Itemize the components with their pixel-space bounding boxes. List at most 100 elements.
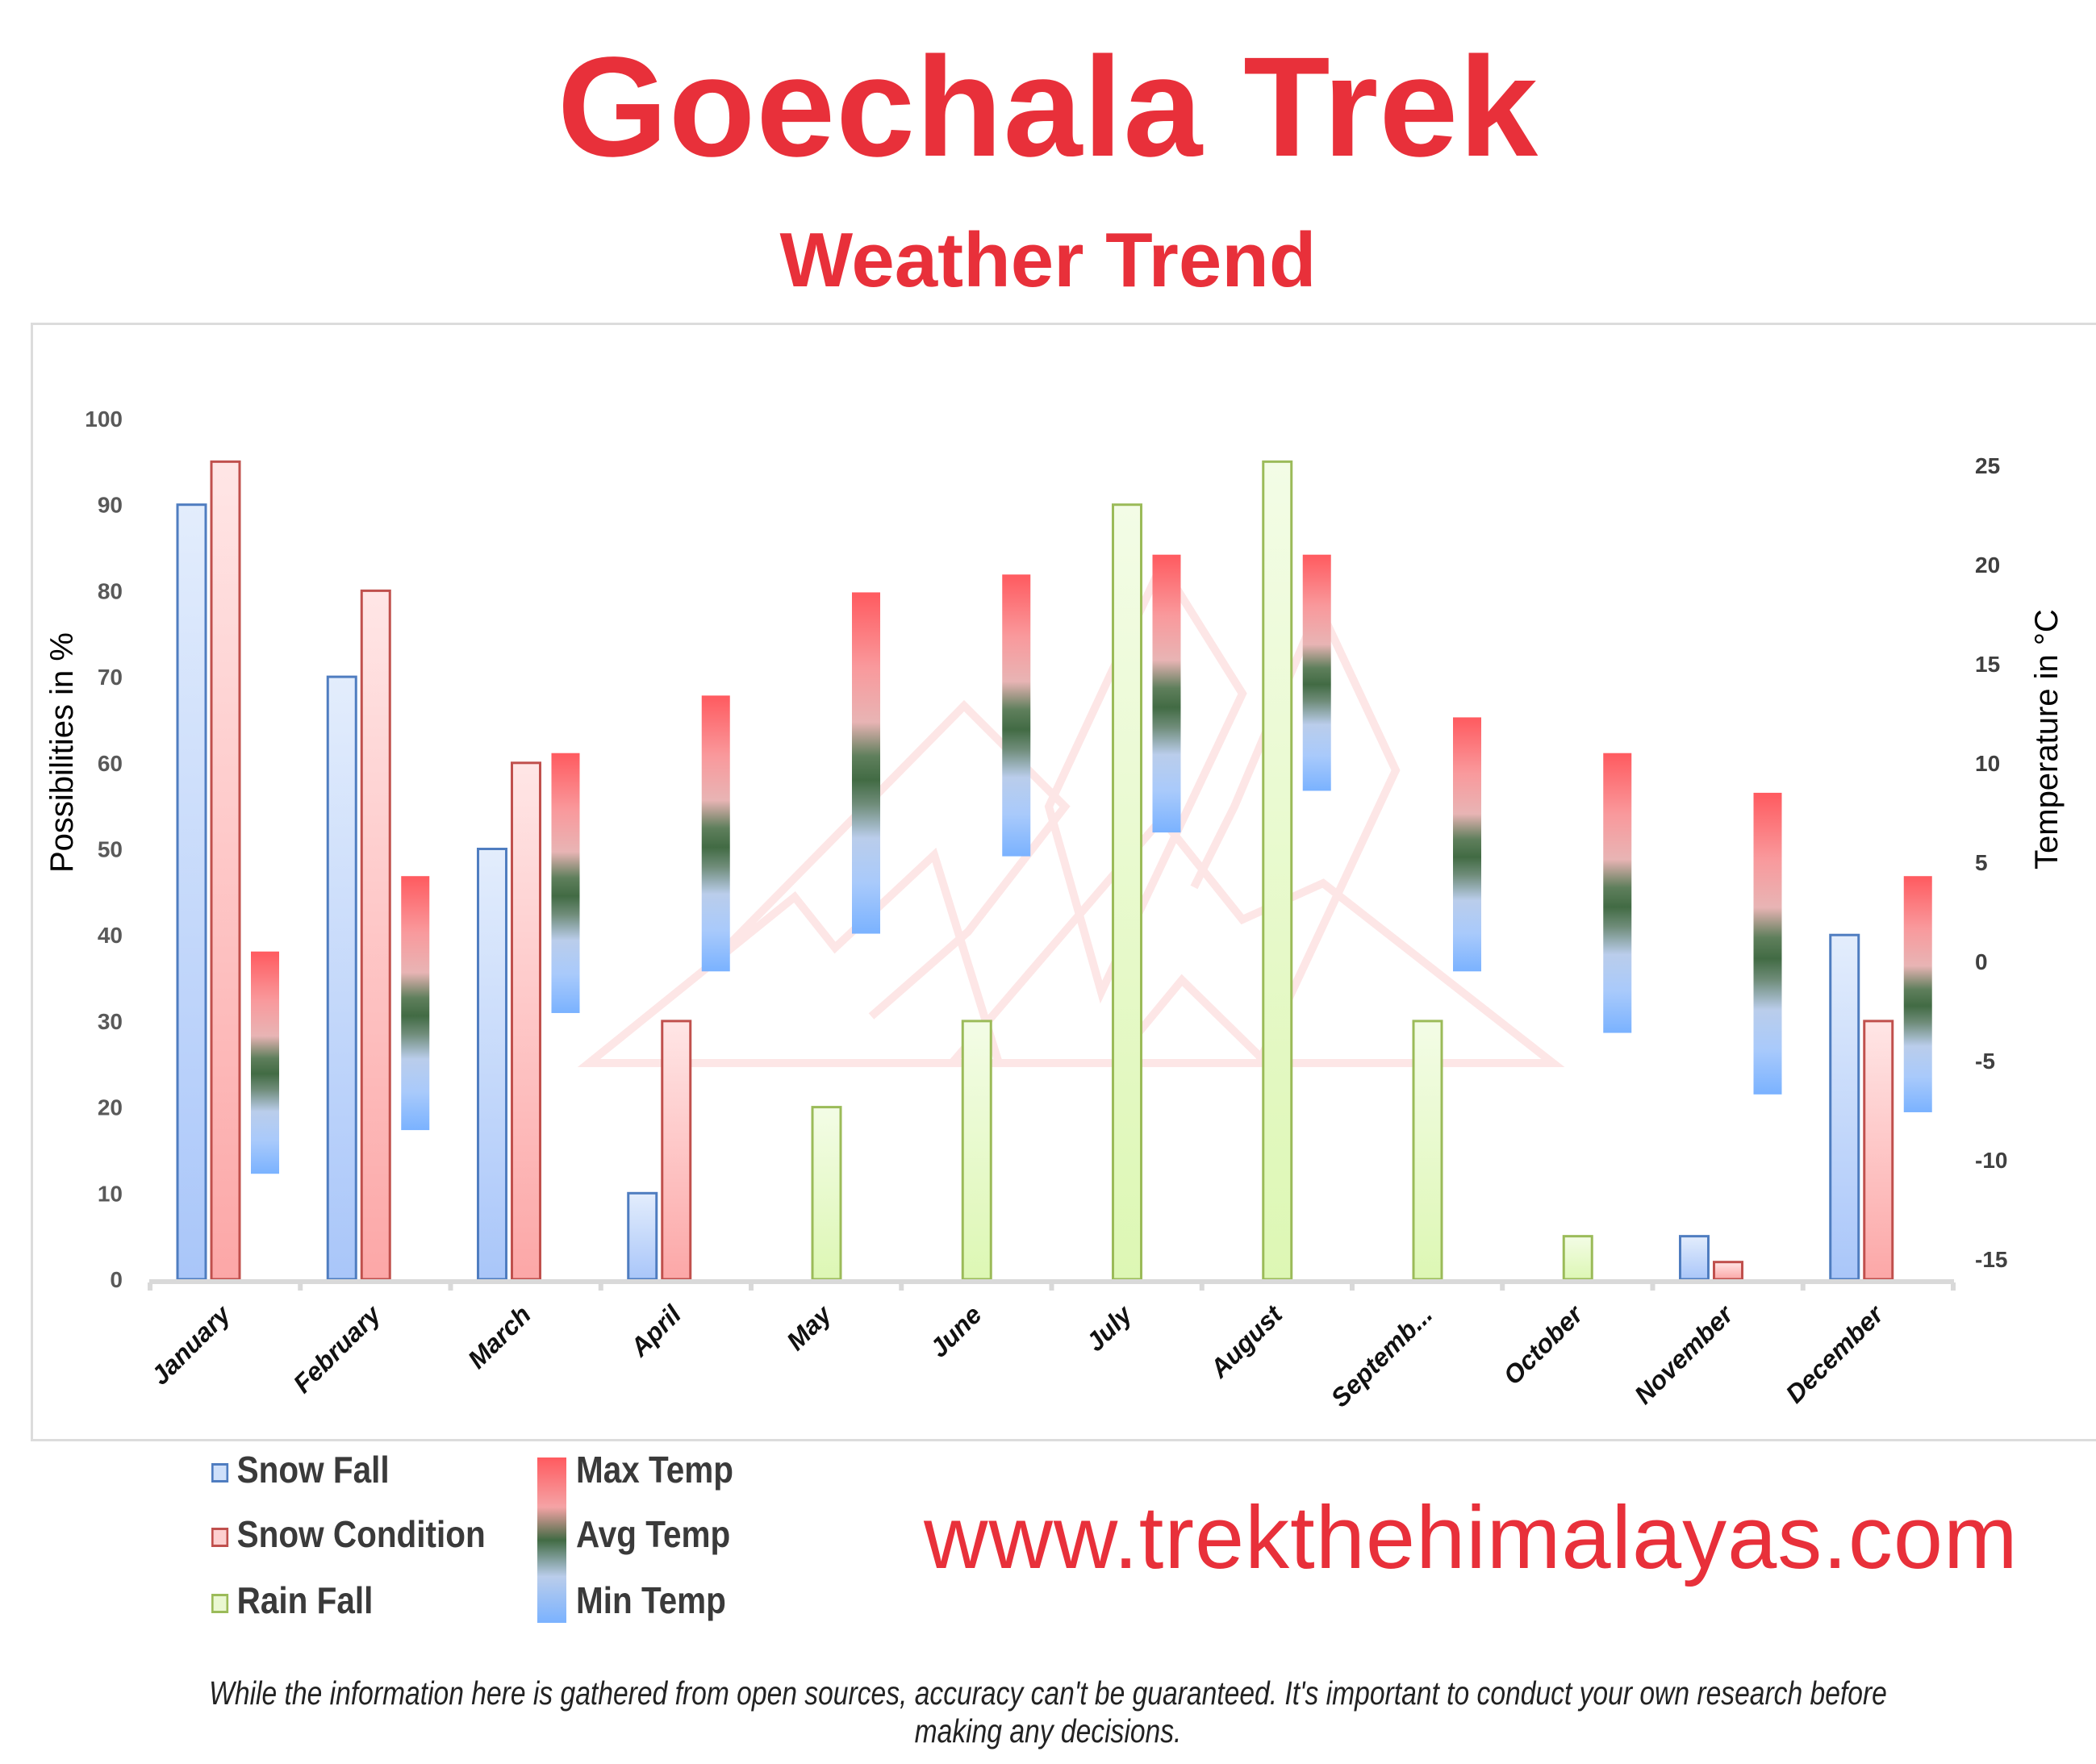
rain-fall-bar xyxy=(1562,1235,1593,1281)
bar-series xyxy=(176,460,1932,1281)
legend-label: Rain Fall xyxy=(236,1579,374,1621)
temperature-range-bar xyxy=(551,753,580,1013)
y-tick-label: 40 xyxy=(98,923,123,948)
mountain-watermark-icon xyxy=(577,556,1565,1067)
x-tick-label: April xyxy=(624,1299,687,1362)
rain-fall-bar xyxy=(811,1106,842,1281)
temperature-range-bar xyxy=(1603,753,1632,1033)
x-axis-tick xyxy=(448,1282,453,1291)
y-tick-label: 0 xyxy=(110,1267,123,1292)
rain-fall-bar xyxy=(1262,460,1293,1281)
temperature-range-bar xyxy=(1302,554,1331,791)
month-group-5 xyxy=(961,574,1031,1281)
temperature-range-bar xyxy=(1903,876,1932,1112)
snow-condition-bar xyxy=(661,1020,692,1281)
y-tick-label: 50 xyxy=(98,837,123,862)
month-group-1 xyxy=(326,589,430,1281)
legend-item-snow-fall: Snow Fall xyxy=(211,1448,390,1491)
y-tick-label: 60 xyxy=(98,751,123,776)
y-tick-label: 90 xyxy=(98,493,123,518)
y2-axis-title: Temperature in °C xyxy=(2029,609,2065,869)
x-axis-tick xyxy=(1199,1282,1205,1291)
temperature-range-bar xyxy=(1753,792,1782,1095)
snow-fall-bar xyxy=(1829,933,1860,1281)
y-tick-label: 10 xyxy=(98,1181,123,1206)
snow-fall-bar xyxy=(326,675,357,1281)
month-group-6 xyxy=(1112,503,1181,1281)
x-axis-tick xyxy=(899,1282,904,1291)
temperature-range-bar xyxy=(852,592,880,934)
legend-item-avg-temp: Avg Temp xyxy=(576,1513,731,1555)
x-tick-label: Septemb... xyxy=(1326,1299,1438,1412)
legend-item-rain-fall: Rain Fall xyxy=(211,1578,373,1622)
y2-tick-label: 15 xyxy=(1975,652,2000,677)
month-group-2 xyxy=(477,753,580,1281)
snow-condition-swatch-icon xyxy=(211,1527,229,1547)
page-title: Goechala Trek xyxy=(557,28,1539,186)
x-axis-tick xyxy=(1951,1282,1956,1291)
rain-fall-swatch-icon xyxy=(211,1593,229,1613)
website-url: www.trekthehimalayas.com xyxy=(924,1488,2019,1587)
y2-tick-label: -10 xyxy=(1975,1148,2007,1173)
month-group-0 xyxy=(176,460,279,1281)
x-axis-tick xyxy=(298,1282,303,1291)
y2-tick-label: 5 xyxy=(1975,850,1988,875)
x-tick-label: May xyxy=(781,1299,838,1356)
y-tick-label: 100 xyxy=(85,407,123,432)
month-group-7 xyxy=(1262,460,1331,1281)
month-group-3 xyxy=(627,695,730,1281)
legend-item-min-temp: Min Temp xyxy=(576,1579,726,1621)
x-axis-tick xyxy=(598,1282,603,1291)
x-tick-label: July xyxy=(1080,1299,1138,1357)
snow-condition-bar xyxy=(360,589,391,1281)
y2-tick-label: -5 xyxy=(1975,1049,1995,1074)
snow-condition-bar xyxy=(210,460,241,1281)
x-axis-tick xyxy=(148,1282,152,1291)
legend-label: Snow Condition xyxy=(236,1513,486,1555)
x-tick-label: August xyxy=(1204,1299,1288,1384)
x-tick-label: November xyxy=(1629,1299,1739,1409)
y2-tick-label: 20 xyxy=(1975,553,2000,578)
month-group-9 xyxy=(1562,753,1632,1281)
legend-item-max-temp: Max Temp xyxy=(576,1449,733,1491)
snow-fall-bar xyxy=(477,848,507,1281)
snow-fall-bar xyxy=(176,503,207,1281)
y2-tick-label: -15 xyxy=(1975,1247,2007,1272)
temperature-range-bar xyxy=(701,695,730,972)
y-axis-title: Possibilities in % xyxy=(44,632,80,873)
y2-tick-label: 10 xyxy=(1975,751,2000,776)
x-tick-label: March xyxy=(462,1299,537,1374)
x-axis-tick xyxy=(1350,1282,1355,1291)
x-tick-label: December xyxy=(1780,1299,1889,1408)
y2-tick-label: 25 xyxy=(1975,453,2000,478)
y-tick-label: 20 xyxy=(98,1095,123,1120)
snow-condition-bar xyxy=(511,761,541,1281)
temperature-range-bar xyxy=(1453,717,1481,972)
snow-condition-bar xyxy=(1863,1020,1894,1281)
snow-condition-bar xyxy=(1713,1261,1743,1281)
month-group-10 xyxy=(1679,792,1782,1281)
rain-fall-bar xyxy=(1412,1020,1443,1281)
y-tick-label: 30 xyxy=(98,1009,123,1034)
disclaimer-text: While the information here is gathered f… xyxy=(209,1674,1887,1749)
temperature-range-bar xyxy=(1152,554,1181,833)
x-axis-tick xyxy=(1500,1282,1505,1291)
y-tick-label: 80 xyxy=(98,578,123,603)
legend-label: Snow Fall xyxy=(236,1449,390,1491)
x-tick-label: January xyxy=(145,1299,237,1391)
x-tick-label: February xyxy=(287,1299,387,1399)
chart-frame xyxy=(31,323,2096,1441)
month-group-8 xyxy=(1412,717,1481,1281)
rain-fall-bar xyxy=(1112,503,1142,1281)
temperature-gradient-swatch-icon xyxy=(537,1457,566,1623)
x-axis-tick xyxy=(749,1282,754,1291)
month-group-4 xyxy=(811,592,880,1281)
x-tick-label: October xyxy=(1497,1299,1589,1390)
x-axis-tick xyxy=(1650,1282,1656,1291)
temperature-range-bar xyxy=(401,876,430,1131)
month-group-11 xyxy=(1829,876,1932,1281)
rain-fall-bar xyxy=(961,1020,992,1281)
x-tick-label: June xyxy=(924,1299,987,1362)
y-tick-label: 70 xyxy=(98,665,123,690)
